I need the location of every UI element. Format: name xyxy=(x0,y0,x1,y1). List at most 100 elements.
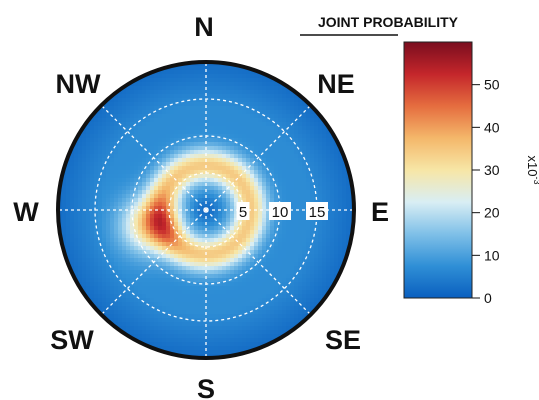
heat-cell xyxy=(158,250,163,255)
heat-cell xyxy=(114,254,119,259)
heat-cell xyxy=(214,142,219,147)
heat-cell xyxy=(254,146,259,151)
heat-cell xyxy=(102,186,107,191)
heat-cell xyxy=(278,222,283,227)
heat-cell xyxy=(254,314,259,319)
heat-cell xyxy=(166,142,171,147)
heat-cell xyxy=(258,150,263,155)
heat-cell xyxy=(270,90,275,95)
heat-cell xyxy=(266,314,271,319)
heat-cell xyxy=(94,186,99,191)
heat-cell xyxy=(214,206,219,211)
heat-cell xyxy=(190,78,195,83)
heat-cell xyxy=(202,350,207,355)
heat-cell xyxy=(338,218,343,223)
heat-cell xyxy=(310,250,315,255)
heat-cell xyxy=(74,210,79,215)
heat-cell xyxy=(258,166,263,171)
heat-cell xyxy=(158,206,163,211)
heat-cell xyxy=(346,234,351,239)
heat-cell xyxy=(254,238,259,243)
heat-cell xyxy=(258,78,263,83)
heat-cell xyxy=(222,306,227,311)
heat-cell xyxy=(194,98,199,103)
heat-cell xyxy=(226,318,231,323)
heat-cell xyxy=(290,262,295,267)
heat-cell xyxy=(326,182,331,187)
heat-cell xyxy=(238,246,243,251)
heat-cell xyxy=(162,170,167,175)
heat-cell xyxy=(334,218,339,223)
heat-cell xyxy=(234,322,239,327)
heat-cell xyxy=(298,206,303,211)
heat-cell xyxy=(146,146,151,151)
heat-cell xyxy=(66,214,71,219)
heat-cell xyxy=(154,318,159,323)
colorbar-tick-label: 10 xyxy=(484,247,500,263)
heat-cell xyxy=(206,142,211,147)
heat-cell xyxy=(158,298,163,303)
heat-cell xyxy=(306,174,311,179)
heat-cell xyxy=(290,134,295,139)
heat-cell xyxy=(90,214,95,219)
heat-cell xyxy=(322,178,327,183)
heat-cell xyxy=(238,334,243,339)
heat-cell xyxy=(134,106,139,111)
heat-cell xyxy=(190,82,195,87)
heat-cell xyxy=(258,290,263,295)
heat-cell xyxy=(302,294,307,299)
heat-cell xyxy=(222,150,227,155)
heat-cell xyxy=(258,306,263,311)
heat-cell xyxy=(238,342,243,347)
heat-cell xyxy=(258,186,263,191)
heat-cell xyxy=(162,286,167,291)
heat-cell xyxy=(142,230,147,235)
heat-cell xyxy=(234,294,239,299)
heat-cell xyxy=(270,166,275,171)
heat-cell xyxy=(326,142,331,147)
heat-cell xyxy=(246,86,251,91)
heat-cell xyxy=(142,302,147,307)
heat-cell xyxy=(314,238,319,243)
heat-cell xyxy=(206,334,211,339)
heat-cell xyxy=(230,218,235,223)
radial-tick-bg xyxy=(269,202,291,220)
heat-cell xyxy=(286,138,291,143)
heat-cell xyxy=(206,86,211,91)
heat-cell xyxy=(234,202,239,207)
heat-cell xyxy=(334,266,339,271)
heat-cell xyxy=(346,186,351,191)
heat-cell xyxy=(118,98,123,103)
heat-cell xyxy=(250,114,255,119)
heat-cell xyxy=(218,270,223,275)
heat-cell xyxy=(286,314,291,319)
heat-cell xyxy=(186,222,191,227)
heat-cell xyxy=(346,218,351,223)
heat-cell xyxy=(170,134,175,139)
heat-cell xyxy=(242,182,247,187)
heat-cell xyxy=(330,242,335,247)
heat-cell xyxy=(262,214,267,219)
heat-cell xyxy=(150,94,155,99)
heat-cell xyxy=(274,170,279,175)
heat-cell xyxy=(246,246,251,251)
heat-cell xyxy=(246,166,251,171)
heat-cell xyxy=(178,206,183,211)
heat-cell xyxy=(142,258,147,263)
heat-cell xyxy=(74,170,79,175)
heat-cell xyxy=(174,70,179,75)
heat-cell xyxy=(270,110,275,115)
heat-cell xyxy=(102,118,107,123)
heat-cell xyxy=(178,106,183,111)
heat-cell xyxy=(250,86,255,91)
heat-cell xyxy=(186,250,191,255)
heat-cell xyxy=(142,134,147,139)
heat-cell xyxy=(322,146,327,151)
heat-cell xyxy=(202,214,207,219)
heat-cell xyxy=(294,94,299,99)
heat-cell xyxy=(258,270,263,275)
heat-cell xyxy=(290,218,295,223)
heat-cell xyxy=(182,86,187,91)
heat-cell xyxy=(294,142,299,147)
heat-cell xyxy=(254,150,259,155)
